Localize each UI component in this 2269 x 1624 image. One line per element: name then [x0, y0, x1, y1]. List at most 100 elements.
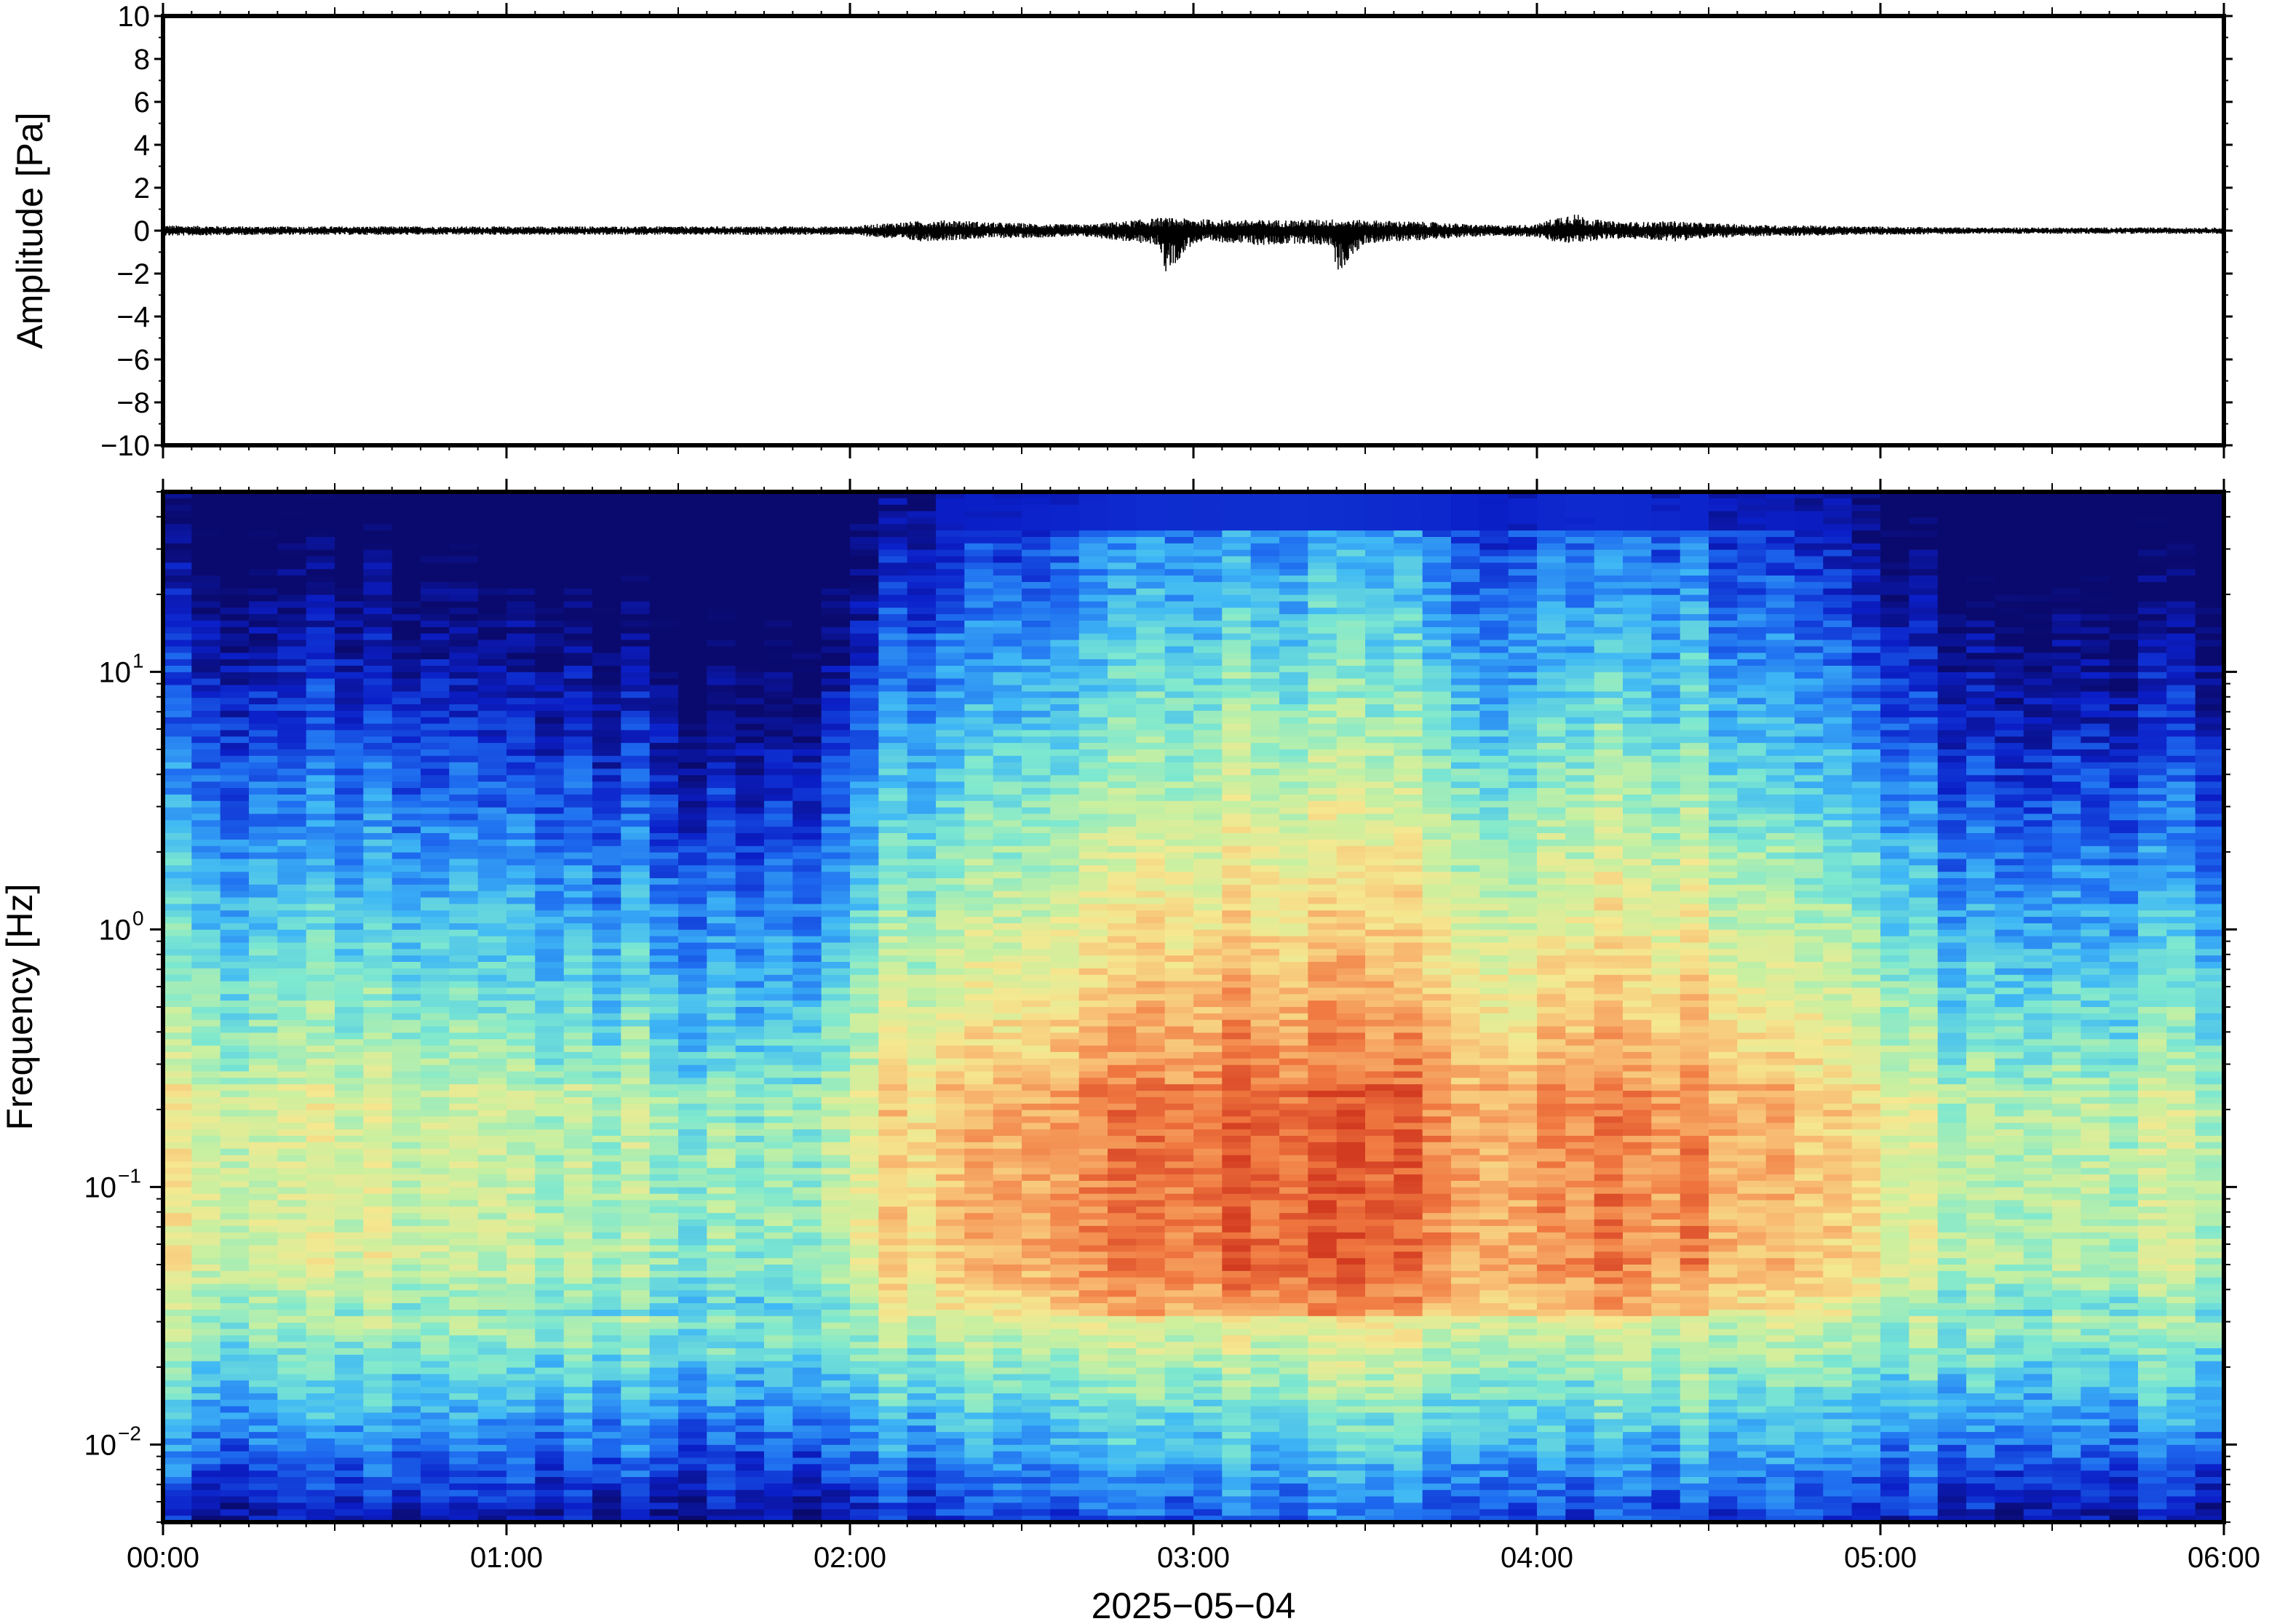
spectrogram-cell: [421, 678, 450, 686]
spectrogram-cell: [707, 1457, 736, 1465]
spectrogram-cell: [678, 833, 708, 840]
spectrogram-cell: [363, 1432, 393, 1439]
spectrogram-cell: [449, 743, 479, 750]
spectrogram-cell: [735, 1310, 765, 1317]
spectrogram-cell: [850, 1270, 880, 1278]
spectrogram-cell: [191, 1071, 221, 1079]
spectrogram-cell: [335, 1406, 365, 1414]
spectrogram-cell: [392, 1380, 421, 1388]
spectrogram-cell: [792, 1026, 822, 1034]
spectrogram-cell: [993, 672, 1022, 680]
spectrogram-cell: [392, 723, 421, 731]
spectrogram-cell: [335, 717, 365, 725]
spectrogram-cell: [993, 736, 1022, 744]
spectrogram-cell: [421, 884, 450, 892]
spectrogram-cell: [707, 576, 736, 583]
spectrogram-cell: [707, 1329, 736, 1337]
spectrogram-cell: [449, 1213, 479, 1220]
spectrogram-cell: [249, 1322, 279, 1330]
spectrogram-cell: [563, 1342, 593, 1349]
spectrogram-cell: [592, 1290, 622, 1297]
spectrogram-cell: [964, 762, 994, 770]
spectrogram-cell: [993, 646, 1022, 654]
spectrogram-cell: [421, 1187, 450, 1195]
spectrogram-cell: [449, 1013, 479, 1021]
spectrogram-cell: [277, 1419, 307, 1426]
spectrogram-cell: [907, 581, 937, 589]
spectrogram-cell: [220, 987, 250, 995]
spectrogram-cell: [563, 1412, 593, 1420]
spectrogram-cell: [993, 1206, 1022, 1214]
spectrogram-cell: [907, 1129, 937, 1137]
spectrogram-cell: [993, 653, 1022, 660]
spectrogram-cell: [964, 1502, 994, 1510]
spectrogram-cell: [335, 845, 365, 853]
spectrogram-cell: [735, 923, 765, 931]
spectrogram-cell: [535, 1290, 565, 1297]
spectrogram-cell: [277, 865, 307, 872]
spectrogram-cell: [678, 710, 708, 718]
spectrogram-cell: [678, 865, 708, 872]
spectrogram-cell: [535, 1116, 565, 1124]
spectrogram-cell: [621, 730, 651, 738]
spectrogram-cell: [421, 1251, 450, 1259]
spectrogram-cell: [878, 1283, 908, 1291]
spectrogram-cell: [477, 1399, 507, 1407]
spectrogram-cell: [477, 1123, 507, 1130]
spectrogram-cell: [907, 1380, 937, 1388]
spectrogram-cell: [764, 1283, 794, 1291]
spectrogram-cell: [335, 601, 365, 609]
spectrogram-cell: [592, 1483, 622, 1491]
spectrogram-cell: [191, 1046, 221, 1053]
spectrogram-cell: [850, 923, 880, 931]
spectrogram-cell: [163, 1142, 193, 1150]
spectrogram-cell: [707, 1148, 736, 1156]
spectrogram-cell: [850, 1297, 880, 1304]
waveform-trace: [163, 215, 2224, 271]
spectrogram-cell: [850, 775, 880, 782]
spectrogram-cell: [563, 962, 593, 969]
spectrogram-cell: [649, 1168, 679, 1175]
spectrogram-cell: [306, 1354, 335, 1362]
spectrogram-cell: [421, 1046, 450, 1053]
spectrogram-cell: [878, 659, 908, 666]
spectrogram-cell: [649, 1078, 679, 1085]
spectrogram-cell: [506, 917, 536, 924]
spectrogram-cell: [163, 1509, 193, 1516]
spectrogram-cell: [335, 833, 365, 840]
spectrogram-cell: [277, 1348, 307, 1356]
spectrogram-cell: [649, 845, 679, 853]
spectrogram-cell: [163, 1071, 193, 1079]
spectrogram-cell: [335, 1148, 365, 1156]
spectrogram-cell: [936, 1051, 966, 1059]
spectrogram-cell: [792, 820, 822, 827]
spectrogram-cell: [449, 1470, 479, 1478]
spectrogram-cell: [993, 788, 1022, 795]
spectrogram-cell: [477, 1348, 507, 1356]
spectrogram-cell: [249, 511, 279, 519]
spectrogram-cell: [306, 562, 335, 570]
spectrogram-cell: [535, 891, 565, 899]
spectrogram-cell: [993, 833, 1022, 840]
spectrogram-cell: [993, 1425, 1022, 1433]
spectrogram-cell: [535, 910, 565, 918]
spectrogram-cell: [363, 710, 393, 718]
spectrogram-cell: [421, 1161, 450, 1169]
spectrogram-cell: [249, 1457, 279, 1465]
spectrogram-cell: [535, 1193, 565, 1201]
spectrogram-cell: [707, 1225, 736, 1233]
spectrogram-cell: [878, 845, 908, 853]
spectrogram-cell: [506, 1051, 536, 1059]
spectrogram-cell: [477, 788, 507, 795]
spectrogram-cell: [277, 666, 307, 673]
waveform-x-ticks: [162, 3, 2225, 458]
spectrogram-cell: [993, 1238, 1022, 1246]
spectrogram-cell: [449, 1451, 479, 1459]
spectrogram-cell: [993, 1251, 1022, 1259]
spectrogram-cell: [649, 524, 679, 531]
spectrogram-cell: [421, 987, 450, 995]
spectrogram-cell: [936, 626, 966, 634]
spectrogram-cell: [191, 626, 221, 634]
spectrogram-cell: [878, 1058, 908, 1066]
spectrogram-cell: [936, 1303, 966, 1310]
